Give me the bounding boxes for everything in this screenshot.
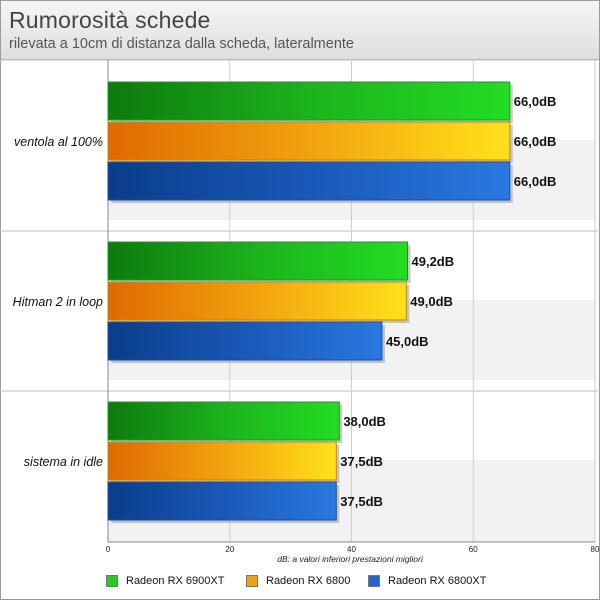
bar — [107, 441, 337, 481]
bar — [107, 81, 511, 121]
bar — [107, 321, 383, 361]
bar — [107, 161, 511, 201]
category-label: Hitman 2 in loop — [13, 295, 103, 309]
category-label: ventola al 100% — [14, 135, 103, 149]
x-tick-label: 40 — [347, 545, 356, 554]
legend-item-rx6800: Radeon RX 6800 — [246, 574, 350, 588]
legend-label: Radeon RX 6900XT — [126, 575, 225, 587]
bar-value-label: 45,0dB — [386, 334, 429, 349]
legend-swatch — [246, 575, 258, 587]
x-axis-ticks: 0 20 40 60 80 — [106, 545, 600, 554]
chart-subtitle: rilevata a 10cm di distanza dalla scheda… — [9, 36, 354, 52]
x-axis-label: dB: a valori inferiori prestazioni migli… — [277, 554, 424, 564]
bar — [107, 481, 337, 521]
bar — [107, 121, 511, 161]
bar-value-label: 66,0dB — [514, 94, 557, 109]
bar-group — [107, 81, 513, 523]
category-labels: ventola al 100% Hitman 2 in loop sistema i… — [13, 135, 103, 469]
bar-value-label: 49,0dB — [410, 294, 453, 309]
bar-value-label: 37,5dB — [340, 494, 383, 509]
chart-header: Rumorosità schede rilevata a 10cm di dis… — [1, 1, 599, 60]
x-tick-label: 60 — [469, 545, 478, 554]
bar-value-label: 66,0dB — [514, 134, 557, 149]
chart-title: Rumorosità schede — [9, 7, 211, 33]
bar-value-label: 66,0dB — [514, 174, 557, 189]
bar-value-label: 49,2dB — [412, 254, 455, 269]
x-tick-label: 20 — [225, 545, 234, 554]
x-tick-label: 80 — [591, 545, 600, 554]
x-tick-label: 0 — [106, 545, 111, 554]
legend-label: Radeon RX 6800 — [266, 575, 351, 587]
value-labels: 66,0dB 66,0dB 66,0dB 49,2dB 49,0dB 45,0dB 38,0… — [340, 94, 556, 509]
legend-item-rx6800xt: Radeon RX 6800XT — [368, 574, 486, 588]
bar — [107, 281, 407, 321]
legend-swatch — [106, 575, 118, 587]
bar — [107, 241, 409, 281]
bar — [107, 401, 340, 441]
category-label: sistema in idle — [24, 455, 103, 469]
legend-swatch — [368, 575, 380, 587]
bar-value-label: 37,5dB — [340, 454, 383, 469]
bar-value-label: 38,0dB — [343, 414, 386, 429]
legend-item-rx6900xt: Radeon RX 6900XT — [106, 574, 224, 588]
legend-label: Radeon RX 6800XT — [388, 575, 487, 587]
